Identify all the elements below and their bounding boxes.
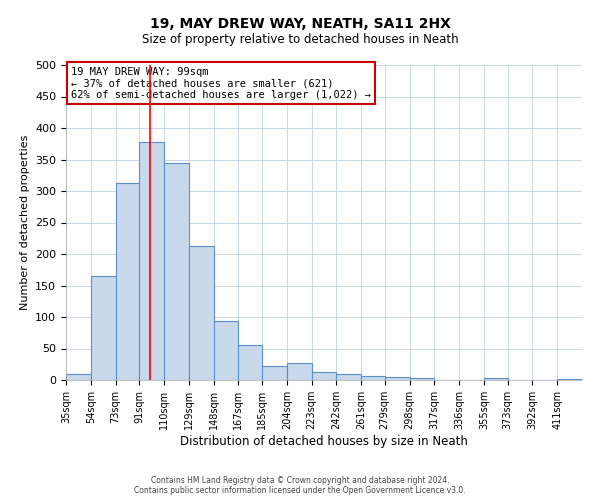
Bar xyxy=(484,378,508,380)
Text: Contains HM Land Registry data © Crown copyright and database right 2024.
Contai: Contains HM Land Registry data © Crown c… xyxy=(134,476,466,495)
Bar xyxy=(164,162,189,380)
Text: 19 MAY DREW WAY: 99sqm
← 37% of detached houses are smaller (621)
62% of semi-de: 19 MAY DREW WAY: 99sqm ← 37% of detached… xyxy=(71,66,371,100)
X-axis label: Distribution of detached houses by size in Neath: Distribution of detached houses by size … xyxy=(180,434,468,448)
Bar xyxy=(262,366,287,380)
Bar xyxy=(238,344,262,380)
Bar xyxy=(311,372,337,380)
Bar xyxy=(287,363,311,380)
Bar xyxy=(337,374,361,380)
Bar xyxy=(139,142,164,380)
Bar xyxy=(214,322,238,380)
Bar xyxy=(91,276,116,380)
Bar xyxy=(385,377,410,380)
Text: 19, MAY DREW WAY, NEATH, SA11 2HX: 19, MAY DREW WAY, NEATH, SA11 2HX xyxy=(149,18,451,32)
Bar xyxy=(410,378,434,380)
Bar xyxy=(361,376,385,380)
Bar xyxy=(557,378,582,380)
Bar xyxy=(66,374,91,380)
Bar xyxy=(189,246,214,380)
Text: Size of property relative to detached houses in Neath: Size of property relative to detached ho… xyxy=(142,32,458,46)
Bar xyxy=(116,183,139,380)
Y-axis label: Number of detached properties: Number of detached properties xyxy=(20,135,29,310)
